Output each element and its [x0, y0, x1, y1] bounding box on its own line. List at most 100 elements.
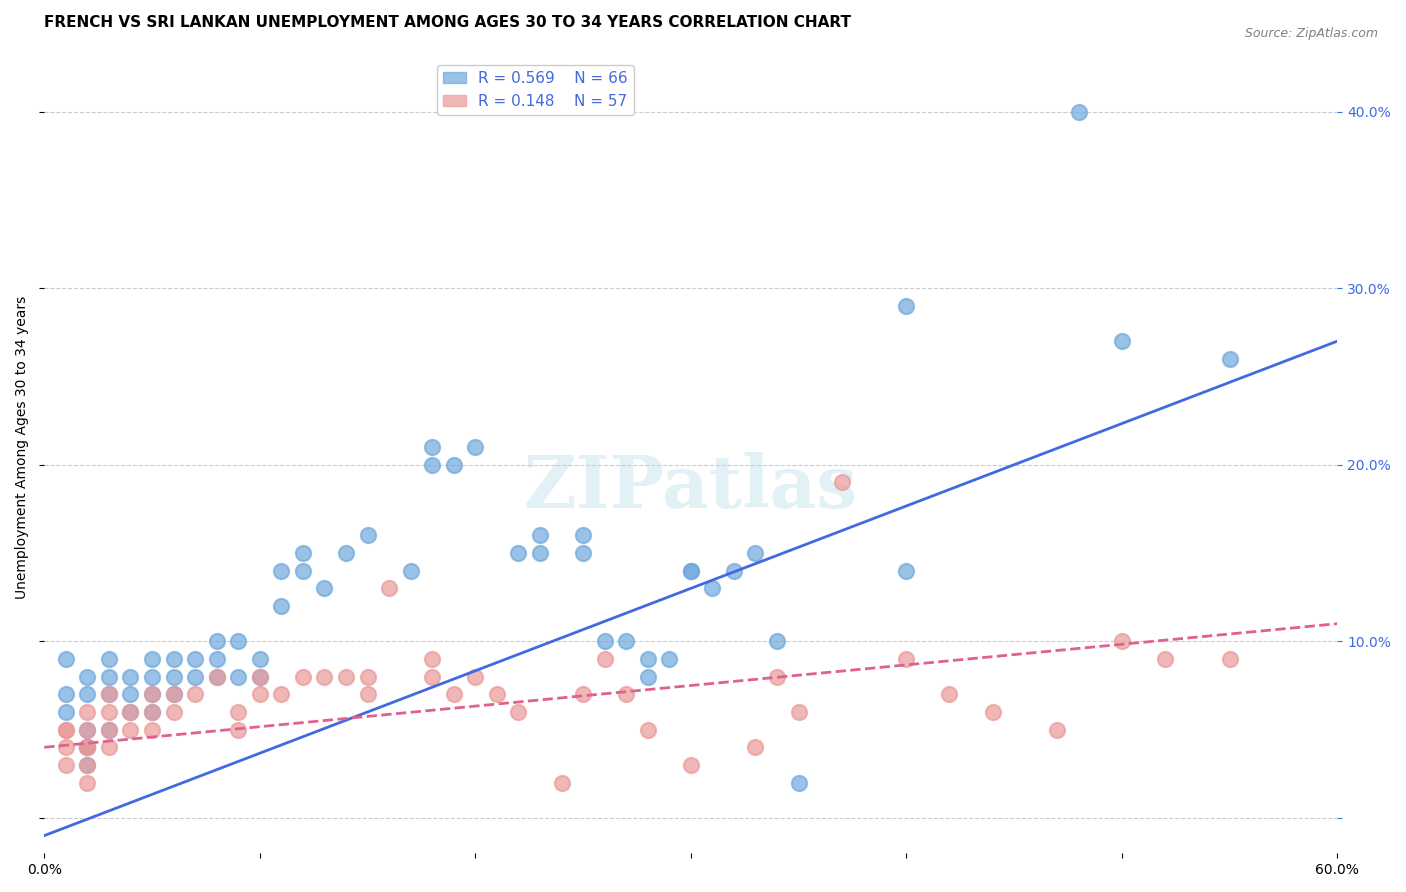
French [356, 528, 378, 542]
French [141, 652, 163, 666]
Sri Lankans [76, 740, 98, 755]
French [637, 670, 659, 684]
French [141, 687, 163, 701]
French [572, 528, 595, 542]
Sri Lankans [744, 740, 766, 755]
Sri Lankans [637, 723, 659, 737]
Sri Lankans [76, 723, 98, 737]
Sri Lankans [420, 670, 443, 684]
Sri Lankans [485, 687, 508, 701]
Sri Lankans [550, 775, 572, 789]
French [744, 546, 766, 560]
Sri Lankans [97, 740, 120, 755]
French [184, 670, 207, 684]
Sri Lankans [97, 687, 120, 701]
French [76, 740, 98, 755]
French [679, 564, 702, 578]
Sri Lankans [120, 705, 142, 719]
French [97, 723, 120, 737]
French [637, 652, 659, 666]
French [55, 687, 77, 701]
Sri Lankans [420, 652, 443, 666]
French [205, 634, 228, 648]
French [443, 458, 465, 472]
Sri Lankans [1046, 723, 1069, 737]
French [896, 564, 918, 578]
French [97, 670, 120, 684]
French [787, 775, 810, 789]
Sri Lankans [55, 740, 77, 755]
Sri Lankans [55, 723, 77, 737]
French [464, 440, 486, 454]
French [1219, 351, 1241, 366]
Text: Source: ZipAtlas.com: Source: ZipAtlas.com [1244, 27, 1378, 40]
French [291, 564, 314, 578]
French [55, 652, 77, 666]
Text: ZIPatlas: ZIPatlas [524, 452, 858, 524]
Sri Lankans [291, 670, 314, 684]
Sri Lankans [1154, 652, 1177, 666]
French [270, 564, 292, 578]
Sri Lankans [614, 687, 637, 701]
Sri Lankans [120, 723, 142, 737]
French [658, 652, 681, 666]
French [55, 705, 77, 719]
French [270, 599, 292, 613]
Y-axis label: Unemployment Among Ages 30 to 34 years: Unemployment Among Ages 30 to 34 years [15, 295, 30, 599]
French [97, 687, 120, 701]
French [120, 687, 142, 701]
Sri Lankans [314, 670, 336, 684]
Sri Lankans [76, 775, 98, 789]
French [314, 582, 336, 596]
Sri Lankans [896, 652, 918, 666]
French [226, 670, 249, 684]
Sri Lankans [249, 670, 271, 684]
French [76, 758, 98, 772]
French [76, 740, 98, 755]
Sri Lankans [1219, 652, 1241, 666]
Text: FRENCH VS SRI LANKAN UNEMPLOYMENT AMONG AGES 30 TO 34 YEARS CORRELATION CHART: FRENCH VS SRI LANKAN UNEMPLOYMENT AMONG … [44, 15, 851, 30]
Sri Lankans [76, 758, 98, 772]
Legend: R = 0.569    N = 66, R = 0.148    N = 57: R = 0.569 N = 66, R = 0.148 N = 57 [437, 65, 634, 115]
Sri Lankans [76, 705, 98, 719]
French [614, 634, 637, 648]
French [76, 723, 98, 737]
French [896, 299, 918, 313]
French [120, 705, 142, 719]
French [141, 670, 163, 684]
French [141, 705, 163, 719]
French [399, 564, 422, 578]
French [162, 670, 184, 684]
French [572, 546, 595, 560]
Sri Lankans [270, 687, 292, 701]
French [723, 564, 745, 578]
Sri Lankans [249, 687, 271, 701]
Sri Lankans [593, 652, 616, 666]
French [529, 546, 551, 560]
French [291, 546, 314, 560]
Sri Lankans [335, 670, 357, 684]
Sri Lankans [508, 705, 530, 719]
Sri Lankans [356, 670, 378, 684]
French [226, 634, 249, 648]
Sri Lankans [76, 740, 98, 755]
French [1067, 104, 1090, 119]
Sri Lankans [55, 723, 77, 737]
Sri Lankans [787, 705, 810, 719]
Sri Lankans [97, 723, 120, 737]
French [162, 687, 184, 701]
French [593, 634, 616, 648]
French [508, 546, 530, 560]
Sri Lankans [205, 670, 228, 684]
Sri Lankans [162, 705, 184, 719]
French [249, 670, 271, 684]
Sri Lankans [226, 723, 249, 737]
French [249, 652, 271, 666]
Sri Lankans [162, 687, 184, 701]
Sri Lankans [572, 687, 595, 701]
French [120, 670, 142, 684]
Sri Lankans [184, 687, 207, 701]
Sri Lankans [356, 687, 378, 701]
Sri Lankans [141, 705, 163, 719]
French [529, 528, 551, 542]
